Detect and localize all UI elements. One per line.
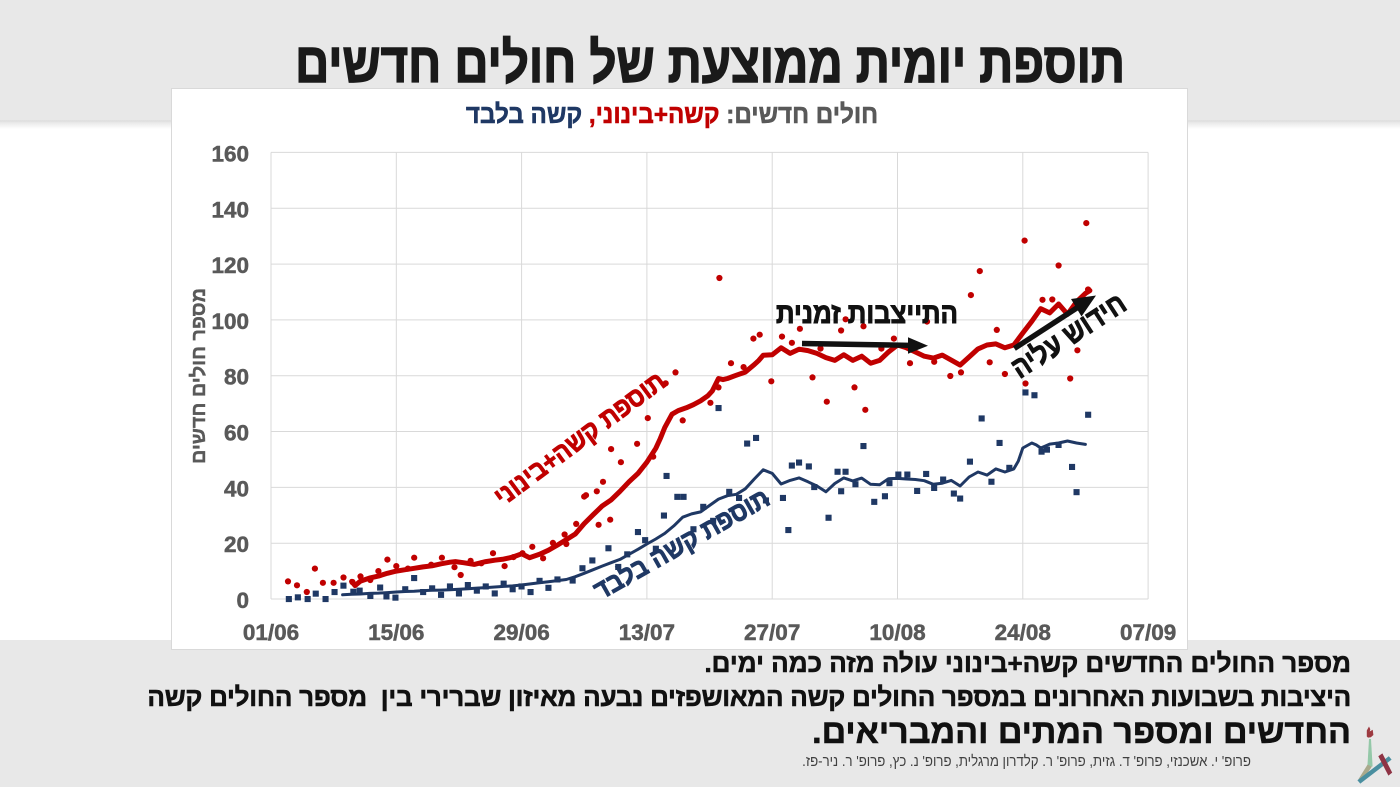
svg-text:חידוש עליה: חידוש עליה (1005, 287, 1132, 385)
svg-text:התייצבות זמנית: התייצבות זמנית (776, 298, 958, 330)
svg-text:27/07: 27/07 (744, 620, 800, 645)
svg-text:מספר חולים חדשים: מספר חולים חדשים (188, 288, 210, 464)
svg-text:29/06: 29/06 (493, 620, 549, 645)
svg-text:140: 140 (211, 197, 249, 222)
svg-text:תוספת קשה בלבד: תוספת קשה בלבד (588, 483, 774, 606)
svg-text:01/06: 01/06 (243, 620, 299, 645)
svg-text:120: 120 (211, 253, 249, 278)
svg-text:24/08: 24/08 (995, 620, 1051, 645)
svg-text:20: 20 (224, 532, 249, 557)
svg-text:0: 0 (236, 588, 249, 613)
svg-text:07/09: 07/09 (1120, 620, 1176, 645)
svg-text:10/08: 10/08 (869, 620, 925, 645)
svg-text:100: 100 (211, 309, 249, 334)
svg-text:תוספת קשה+בינוני: תוספת קשה+בינוני (488, 366, 671, 512)
svg-text:160: 160 (211, 141, 249, 166)
svg-text:15/06: 15/06 (368, 620, 424, 645)
svg-text:60: 60 (224, 421, 249, 446)
svg-text:80: 80 (224, 365, 249, 390)
svg-text:13/07: 13/07 (619, 620, 675, 645)
svg-text:40: 40 (224, 476, 249, 501)
